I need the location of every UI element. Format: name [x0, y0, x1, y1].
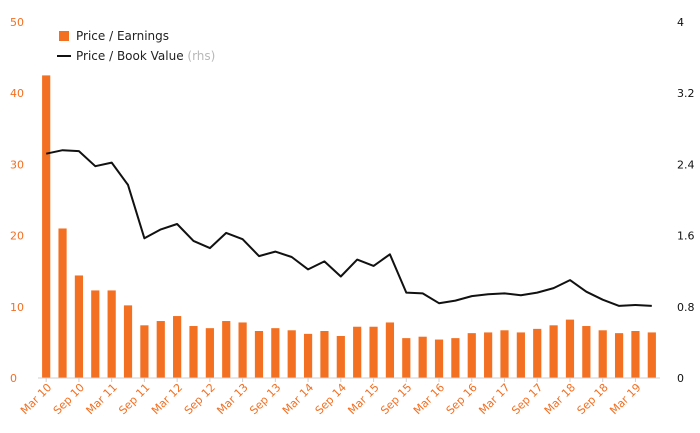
pe-bar: [516, 332, 525, 378]
right-axis: 0 0.8 1.6 2.4 3.2 4: [677, 16, 695, 385]
price-earnings-bars: [42, 75, 656, 379]
x-tick-label: Mar 17: [476, 381, 512, 417]
x-tick-label: Sep 10: [51, 381, 87, 417]
pe-bar: [336, 335, 345, 378]
left-axis: 0 10 20 30 40 50: [10, 16, 24, 385]
x-tick-label: Mar 11: [84, 381, 120, 417]
left-tick-label: 10: [10, 301, 24, 314]
pe-bar: [107, 290, 116, 378]
pe-bar: [271, 328, 280, 378]
pe-bar: [614, 333, 624, 378]
pe-bar: [58, 228, 67, 378]
x-tick-label: Mar 14: [280, 381, 316, 417]
x-tick-label: Mar 16: [411, 381, 447, 417]
right-tick-label: 2.4: [677, 158, 695, 171]
left-tick-label: 0: [10, 372, 17, 385]
pe-bar: [369, 326, 378, 378]
legend-bar-label: Price / Earnings: [76, 29, 169, 43]
x-tick-label: Mar 10: [18, 381, 54, 417]
right-tick-label: 4: [677, 16, 684, 29]
right-tick-label: 0: [677, 372, 684, 385]
x-tick-label: Mar 15: [345, 381, 381, 417]
x-tick-label: Sep 13: [247, 381, 283, 417]
right-tick-label: 1.6: [677, 230, 695, 243]
x-tick-label: Mar 18: [542, 381, 578, 417]
pe-bar: [500, 330, 509, 378]
legend-line-label: Price / Book Value: [76, 49, 184, 63]
x-tick-label: Sep 15: [378, 381, 414, 417]
x-tick-label: Sep 14: [313, 381, 349, 417]
right-tick-label: 0.8: [677, 301, 695, 314]
price-book-line: [45, 149, 652, 307]
pe-bar: [320, 331, 329, 378]
pe-bar: [205, 328, 214, 378]
pe-bar: [647, 332, 656, 378]
pe-bar: [238, 322, 247, 378]
pe-bar: [353, 326, 362, 378]
pe-bar: [156, 321, 165, 378]
pb-line: [45, 149, 652, 307]
pe-bar: [254, 331, 264, 378]
pe-bar: [582, 326, 591, 378]
pe-bar: [467, 333, 476, 378]
x-tick-label: Sep 16: [444, 381, 480, 417]
legend-line-text: Price / Book Value (rhs): [76, 49, 215, 63]
pe-bar: [631, 331, 640, 378]
x-tick-label: Sep 18: [575, 381, 611, 417]
pe-bar: [189, 326, 198, 378]
left-tick-label: 20: [10, 230, 24, 243]
pe-bar: [484, 332, 493, 378]
x-tick-label: Mar 19: [607, 381, 643, 417]
pe-bar: [123, 305, 133, 378]
x-tick-label: Mar 12: [149, 381, 185, 417]
pe-bar: [222, 321, 231, 378]
pe-bar: [533, 328, 542, 378]
x-tick-label: Sep 17: [509, 381, 545, 417]
pe-bar: [402, 338, 411, 378]
pe-bar: [91, 290, 100, 378]
x-tick-label: Mar 13: [214, 381, 250, 417]
pe-bar: [451, 338, 460, 378]
pe-bar: [434, 339, 444, 378]
left-tick-label: 40: [10, 87, 24, 100]
right-tick-label: 3.2: [677, 87, 695, 100]
x-tick-label: Sep 11: [116, 381, 152, 417]
pe-bar: [565, 319, 575, 378]
pe-bar: [140, 325, 149, 378]
legend-line-suffix: (rhs): [187, 49, 215, 63]
legend-bar-swatch: [59, 31, 69, 41]
legend: Price / Earnings Price / Book Value (rhs…: [57, 29, 215, 63]
pe-bar: [385, 322, 395, 378]
left-tick-label: 30: [10, 158, 24, 171]
pe-bar: [287, 330, 296, 378]
left-tick-label: 50: [10, 16, 24, 29]
pe-bar: [303, 333, 313, 378]
pe-bar: [74, 275, 84, 378]
pe-bar: [42, 75, 51, 379]
pe-bar: [598, 330, 607, 378]
pe-bar: [549, 325, 558, 378]
pe-bar: [418, 336, 427, 378]
pe-bar: [173, 316, 182, 378]
x-tick-label: Sep 12: [182, 381, 218, 417]
